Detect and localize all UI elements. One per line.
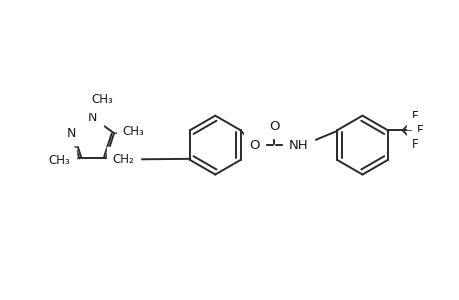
Text: O: O (269, 120, 279, 133)
Text: F: F (416, 124, 423, 137)
Text: O: O (249, 139, 259, 152)
Text: N: N (88, 111, 97, 124)
Text: CH₃: CH₃ (49, 154, 70, 167)
Text: F: F (411, 110, 418, 123)
Text: CH₃: CH₃ (91, 93, 113, 106)
Text: CH₃: CH₃ (123, 125, 144, 138)
Text: NH: NH (288, 139, 308, 152)
Text: CH₂: CH₂ (112, 153, 134, 166)
Text: F: F (411, 138, 418, 151)
Text: N: N (66, 127, 76, 140)
